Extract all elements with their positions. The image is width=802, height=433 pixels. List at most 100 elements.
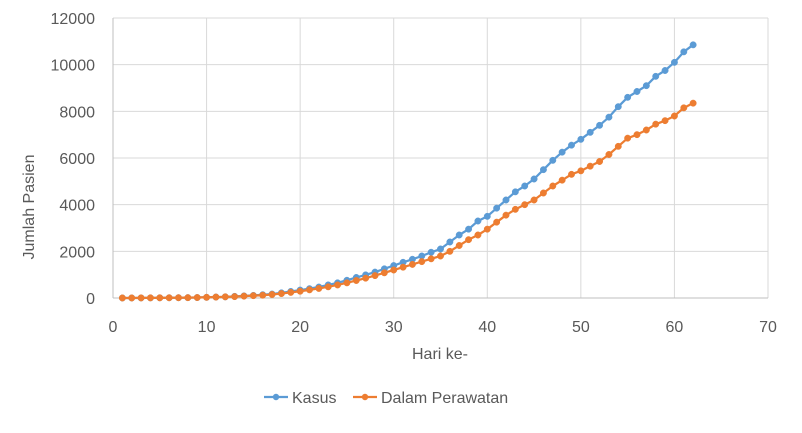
data-point	[670, 112, 678, 120]
x-tick-label: 40	[478, 319, 496, 336]
data-point	[652, 72, 660, 80]
data-point	[670, 58, 678, 66]
data-point	[549, 182, 557, 190]
series-layer	[118, 41, 697, 302]
data-point	[268, 291, 276, 298]
x-tick-label: 50	[572, 319, 590, 336]
data-point	[568, 170, 575, 178]
data-point	[493, 204, 501, 212]
data-point	[146, 294, 154, 302]
data-point	[558, 148, 566, 156]
data-point	[558, 176, 566, 184]
data-point	[465, 225, 473, 233]
data-point	[474, 231, 482, 239]
data-point	[511, 188, 519, 196]
data-point	[502, 211, 510, 219]
data-point	[371, 272, 379, 280]
data-point	[596, 121, 604, 129]
x-axis-title: Hari ke-	[412, 346, 468, 363]
data-point	[483, 225, 491, 233]
data-point	[614, 103, 622, 111]
data-point	[689, 41, 697, 49]
data-point	[633, 88, 641, 95]
data-point	[521, 201, 529, 209]
data-point	[446, 238, 454, 246]
data-point	[334, 281, 342, 289]
data-point	[455, 231, 463, 239]
data-point	[530, 196, 538, 204]
data-point	[596, 158, 604, 165]
data-point	[296, 287, 304, 295]
x-tick-label: 60	[666, 319, 684, 336]
data-point	[568, 141, 575, 149]
legend-label: Dalam Perawatan	[381, 390, 508, 407]
data-point	[437, 245, 444, 253]
data-point	[577, 167, 585, 175]
y-tick-label: 12000	[51, 11, 96, 28]
y-tick-label: 2000	[59, 244, 95, 261]
data-point	[221, 293, 229, 301]
y-tick-label: 8000	[59, 104, 95, 121]
data-point	[408, 260, 416, 268]
data-point	[249, 292, 257, 300]
series-line	[122, 102, 694, 300]
data-point	[259, 291, 267, 299]
data-point	[128, 294, 136, 302]
x-tick-label: 10	[198, 319, 216, 336]
data-point	[633, 131, 641, 139]
data-point	[539, 189, 547, 197]
data-point	[511, 205, 519, 213]
data-point	[324, 283, 332, 291]
data-point	[184, 294, 192, 302]
data-point	[156, 294, 164, 302]
y-axis-title: Jumlah Pasien	[21, 155, 38, 260]
data-point	[521, 182, 529, 190]
data-point	[277, 290, 285, 298]
data-point	[605, 113, 613, 121]
x-tick-label: 20	[291, 319, 309, 336]
tick-labels: 0 2000 4000 6000 8000 10000 12000 0 10 20 30 40 50 60…	[51, 11, 778, 336]
data-point	[539, 166, 547, 174]
legend-swatch-marker	[361, 393, 369, 401]
data-point	[315, 284, 323, 292]
data-point	[427, 255, 435, 263]
data-point	[399, 263, 407, 271]
data-point	[642, 126, 650, 134]
data-point	[240, 292, 248, 300]
data-point	[203, 293, 211, 301]
data-point	[624, 93, 632, 101]
legend-label: Kasus	[292, 390, 336, 407]
data-point	[418, 258, 426, 266]
y-tick-label: 6000	[59, 151, 95, 168]
data-point	[689, 99, 697, 107]
data-point	[549, 156, 557, 164]
data-point	[680, 48, 688, 56]
x-tick-label: 70	[759, 319, 777, 336]
data-point	[661, 117, 669, 125]
legend-item: Kasus	[264, 390, 336, 407]
data-point	[577, 135, 585, 143]
data-point	[362, 274, 370, 282]
data-point	[614, 142, 622, 150]
data-point	[586, 128, 594, 136]
data-point	[380, 269, 388, 277]
series-kasus	[118, 41, 697, 302]
data-point	[455, 242, 463, 249]
data-point	[193, 294, 201, 301]
data-point	[642, 82, 650, 90]
y-tick-label: 10000	[51, 58, 96, 75]
series-line	[122, 43, 694, 300]
legend-item: Dalam Perawatan	[353, 390, 508, 407]
data-point	[605, 151, 613, 158]
x-tick-label: 30	[385, 319, 403, 336]
data-point	[352, 277, 360, 284]
data-point	[231, 293, 239, 301]
x-tick-label: 0	[109, 319, 118, 336]
data-point	[175, 294, 182, 302]
data-point	[137, 294, 145, 302]
data-point	[306, 286, 313, 294]
legend-swatch-marker	[272, 393, 280, 401]
data-point	[212, 293, 220, 301]
data-point	[493, 218, 501, 226]
